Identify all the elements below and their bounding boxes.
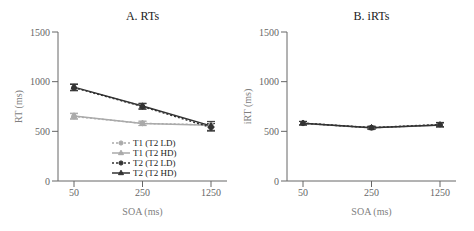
svg-text:SOA (ms): SOA (ms) [351,206,391,218]
svg-text:iRT (ms): iRT (ms) [242,89,254,125]
svg-text:SOA (ms): SOA (ms) [122,206,162,218]
svg-text:1500: 1500 [30,27,50,38]
svg-text:500: 500 [264,126,279,137]
svg-text:1000: 1000 [30,76,50,87]
html-text:T2 (T2 LD): T2 (T2 LD) [133,158,176,168]
svg-text:250: 250 [364,187,379,198]
html-text:B. iRTs: B. iRTs [353,9,390,23]
html-text:A. RTs: A. RTs [125,9,160,23]
svg-text:RT (ms): RT (ms) [13,90,25,123]
svg-text:1500: 1500 [259,27,279,38]
svg-text:0: 0 [45,176,50,187]
svg-text:0: 0 [274,176,279,187]
svg-text:250: 250 [135,187,150,198]
html-text:T1 (T2 HD): T1 (T2 HD) [133,148,177,158]
svg-text:500: 500 [35,126,50,137]
svg-text:1250: 1250 [201,187,221,198]
html-text:T1 (T2 LD): T1 (T2 LD) [133,138,176,148]
svg-text:1000: 1000 [259,76,279,87]
svg-text:50: 50 [69,187,79,198]
svg-text:50: 50 [298,187,308,198]
svg-text:1250: 1250 [430,187,450,198]
html-text:T2 (T2 HD): T2 (T2 HD) [133,168,177,178]
